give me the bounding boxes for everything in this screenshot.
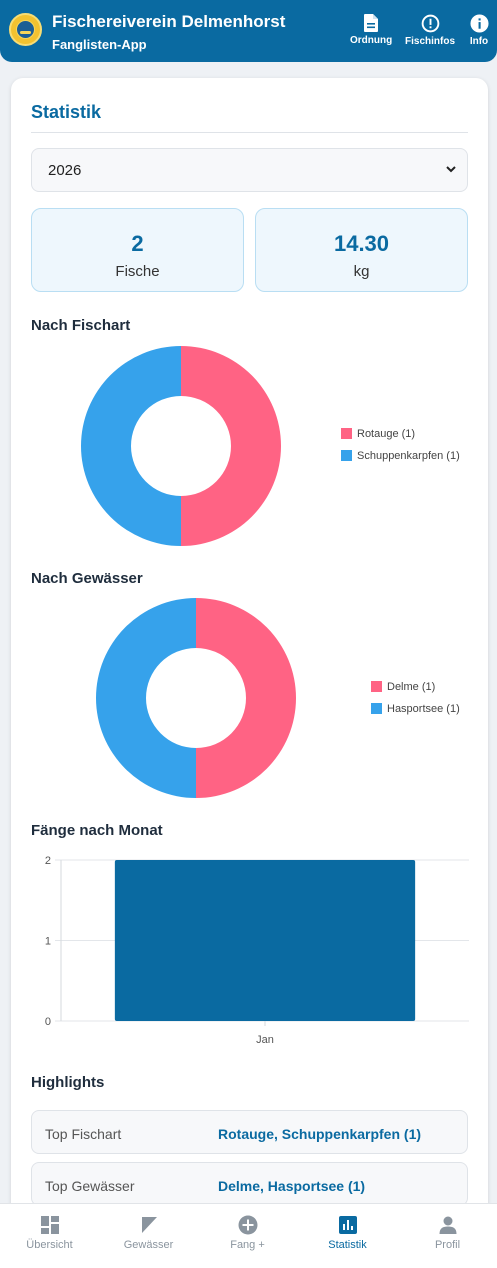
- flag-icon: [141, 1217, 157, 1233]
- alert-circle-icon: [421, 14, 439, 33]
- section-title-fischart: Nach Fischart: [31, 317, 131, 334]
- legend-fischart: Rotauge (1) Schuppenkarpfen (1): [341, 428, 460, 472]
- add-circle-icon: [238, 1215, 257, 1235]
- x-tick-label: Jan: [256, 1034, 274, 1046]
- legend-label: Rotauge (1): [357, 428, 416, 440]
- page-title: Statistik: [31, 102, 102, 122]
- section-title-highlights: Highlights: [31, 1074, 105, 1091]
- nav-item-statistik[interactable]: Statistik: [298, 1204, 397, 1268]
- donut-slice: [96, 598, 196, 798]
- app-title: Fischereiverein Delmenhorst: [52, 12, 286, 31]
- dashboard-icon: [40, 1216, 59, 1234]
- nav-item-fang[interactable]: Fang +: [198, 1204, 297, 1268]
- nav-item-uebersicht[interactable]: Übersicht: [0, 1204, 99, 1268]
- section-title-gewaesser: Nach Gewässer: [31, 570, 143, 587]
- highlight-value: Rotauge, Schuppenkarpfen (1): [218, 1126, 422, 1142]
- donut-chart-fischart: [80, 345, 282, 552]
- section-title-monat: Fänge nach Monat: [31, 822, 163, 839]
- bar-chart-monat: 0 1 2 Jan: [31, 848, 471, 1058]
- stat-label: Fische: [115, 263, 160, 280]
- y-tick-label: 2: [45, 855, 51, 867]
- stat-value: 14.30: [333, 231, 390, 256]
- legend-label: Hasportsee (1): [387, 703, 460, 715]
- highlight-label: Top Fischart: [45, 1126, 122, 1142]
- highlight-label: Top Gewässer: [45, 1178, 135, 1194]
- nav-label: Gewässer: [123, 1239, 174, 1251]
- fischinfos-button[interactable]: Fischinfos: [405, 14, 455, 47]
- ordnung-label: Ordnung: [350, 35, 393, 46]
- title-divider: [31, 132, 468, 133]
- legend-gewaesser: Delme (1) Hasportsee (1): [371, 681, 460, 725]
- app-header: Fischereiverein Delmenhorst Fanglisten-A…: [0, 0, 497, 62]
- nav-label: Profil: [434, 1239, 461, 1251]
- donut-chart-gewaesser: [95, 597, 297, 804]
- bar: [114, 860, 416, 1021]
- highlight-row-gewaesser: Top Gewässer Delme, Hasportsee (1): [31, 1162, 468, 1206]
- info-button[interactable]: Info: [467, 14, 491, 47]
- legend-swatch: [371, 681, 382, 692]
- document-icon: [364, 14, 378, 32]
- chevron-down-icon: [446, 166, 456, 173]
- year-select[interactable]: 2026: [31, 148, 468, 192]
- legend-item: Delme (1): [371, 681, 460, 703]
- bar-chart-icon: [338, 1216, 357, 1234]
- person-icon: [439, 1216, 456, 1234]
- nav-item-gewaesser[interactable]: Gewässer: [99, 1204, 198, 1268]
- donut-slice: [181, 346, 281, 546]
- legend-item: Rotauge (1): [341, 428, 460, 450]
- nav-item-profil[interactable]: Profil: [398, 1204, 497, 1268]
- donut-slice: [81, 346, 181, 546]
- ordnung-button[interactable]: Ordnung: [350, 14, 392, 46]
- legend-item: Hasportsee (1): [371, 703, 460, 725]
- nav-label: Fang +: [230, 1239, 265, 1251]
- legend-swatch: [341, 428, 352, 439]
- legend-swatch: [341, 450, 352, 461]
- fischinfos-label: Fischinfos: [405, 36, 456, 47]
- highlight-value: Delme, Hasportsee (1): [218, 1178, 366, 1194]
- app-subtitle: Fanglisten-App: [52, 37, 147, 52]
- info-icon: [469, 14, 489, 33]
- statistik-card: Statistik 2026 2 Fische 14.30 kg Nach Fi…: [11, 78, 488, 1218]
- year-select-value: 2026: [48, 162, 82, 179]
- legend-label: Schuppenkarpfen (1): [357, 450, 460, 462]
- club-logo-icon: [9, 13, 42, 46]
- legend-label: Delme (1): [387, 681, 436, 693]
- stat-box-fische: 2 Fische: [31, 208, 244, 292]
- info-label: Info: [469, 36, 489, 47]
- legend-swatch: [371, 703, 382, 714]
- legend-item: Schuppenkarpfen (1): [341, 450, 460, 472]
- stat-label: kg: [353, 263, 370, 280]
- y-tick-label: 1: [45, 936, 51, 948]
- donut-slice: [196, 598, 296, 798]
- y-tick-label: 0: [45, 1016, 51, 1028]
- nav-label: Übersicht: [26, 1239, 73, 1251]
- bottom-nav: Übersicht Gewässer Fang + Statistik Prof…: [0, 1203, 497, 1268]
- stat-box-kg: 14.30 kg: [255, 208, 468, 292]
- stat-value: 2: [131, 231, 144, 256]
- highlight-row-fischart: Top Fischart Rotauge, Schuppenkarpfen (1…: [31, 1110, 468, 1154]
- nav-label: Statistik: [328, 1239, 367, 1251]
